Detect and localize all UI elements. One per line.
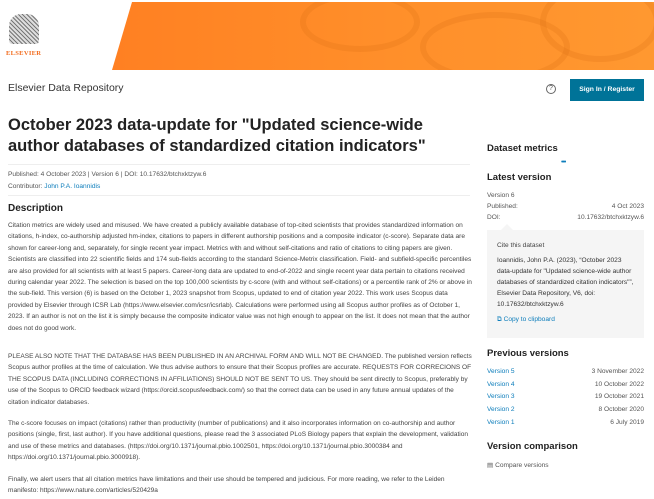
sign-in-button[interactable]: Sign In / Register: [570, 79, 644, 101]
version-date: 6 July 2019: [610, 418, 644, 426]
version-link[interactable]: Version 3: [487, 393, 515, 401]
description-paragraph: The c-score focuses on impact (citations…: [8, 420, 469, 462]
description-paragraph: PLEASE ALSO NOTE THAT THE DATABASE HAS B…: [8, 353, 472, 406]
contributor-label: Contributor:: [8, 183, 43, 190]
compare-label: Compare versions: [495, 462, 549, 469]
latest-version-heading: Latest version: [487, 172, 552, 183]
elsevier-logo[interactable]: ELSEVIER: [6, 14, 46, 62]
logo-text: ELSEVIER: [6, 50, 42, 57]
tree-logo-icon: [9, 14, 39, 44]
help-circle-icon[interactable]: ?: [546, 84, 556, 94]
copy-icon: ⧉: [497, 316, 502, 323]
version-date: 19 October 2021: [594, 393, 644, 401]
description-heading: Description: [8, 203, 64, 214]
citation-text: Ioannidis, John P.A. (2023), “October 20…: [497, 257, 634, 308]
cite-box: Cite this dataset Ioannidis, John P.A. (…: [487, 224, 644, 338]
version-label: Version 6: [487, 192, 515, 199]
dataset-metrics-heading: Dataset metrics: [487, 143, 558, 154]
doi-label: DOI:: [487, 214, 501, 221]
divider: [8, 164, 470, 165]
cite-heading: Cite this dataset: [497, 242, 545, 249]
description-paragraph: Citation metrics are widely used and mis…: [8, 222, 472, 332]
version-date: 10 October 2022: [594, 380, 644, 388]
version-link[interactable]: Version 1: [487, 418, 515, 426]
site-title[interactable]: Elsevier Data Repository: [8, 82, 124, 94]
published-label: Published:: [487, 203, 518, 210]
version-row: Version 4 10 October 2022: [487, 379, 644, 392]
version-row: Version 5 3 November 2022: [487, 366, 644, 379]
nav-bar: Elsevier Data Repository ? Sign In / Reg…: [0, 70, 654, 110]
contributor-link[interactable]: John P.A. Ioannidis: [44, 183, 101, 190]
version-link[interactable]: Version 5: [487, 368, 515, 375]
compare-icon: ▤: [487, 462, 494, 469]
version-row: Version 2 8 October 2020: [487, 404, 644, 417]
version-comparison-heading: Version comparison: [487, 441, 578, 452]
published-value: 4 Oct 2023: [611, 203, 644, 210]
version-date: 3 November 2022: [591, 368, 644, 375]
compare-versions-link[interactable]: ▤ Compare versions: [487, 461, 644, 469]
copy-to-clipboard-button[interactable]: ⧉ Copy to clipboard: [497, 316, 634, 324]
version-row: Version 1 6 July 2019: [487, 417, 644, 430]
version-row: Version 3 19 October 2021: [487, 391, 644, 404]
description-paragraph: Finally, we alert users that all citatio…: [8, 476, 445, 495]
version-link[interactable]: Version 2: [487, 406, 515, 414]
version-date: 8 October 2020: [598, 406, 644, 414]
copy-label: Copy to clipboard: [503, 316, 555, 323]
header-banner: ELSEVIER: [0, 0, 654, 70]
page-title: October 2023 data-update for "Updated sc…: [8, 116, 426, 155]
previous-versions-list: Version 5 3 November 2022 Version 4 10 Oct…: [487, 366, 644, 429]
previous-versions-heading: Previous versions: [487, 348, 569, 359]
contributor-line: Contributor: John P.A. Ioannidis: [8, 183, 100, 190]
published-line: Published: 4 October 2023 | Version 6 | …: [8, 171, 207, 178]
banner-artwork: [112, 2, 654, 70]
divider: [8, 195, 470, 196]
version-link[interactable]: Version 4: [487, 380, 515, 388]
latest-version-info: Version 6 Published: 4 Oct 2023 DOI: 10.17…: [487, 190, 644, 223]
loading-dots-icon: •••: [561, 159, 566, 166]
doi-value: 10.17632/btchxktzyw.6: [577, 214, 644, 221]
